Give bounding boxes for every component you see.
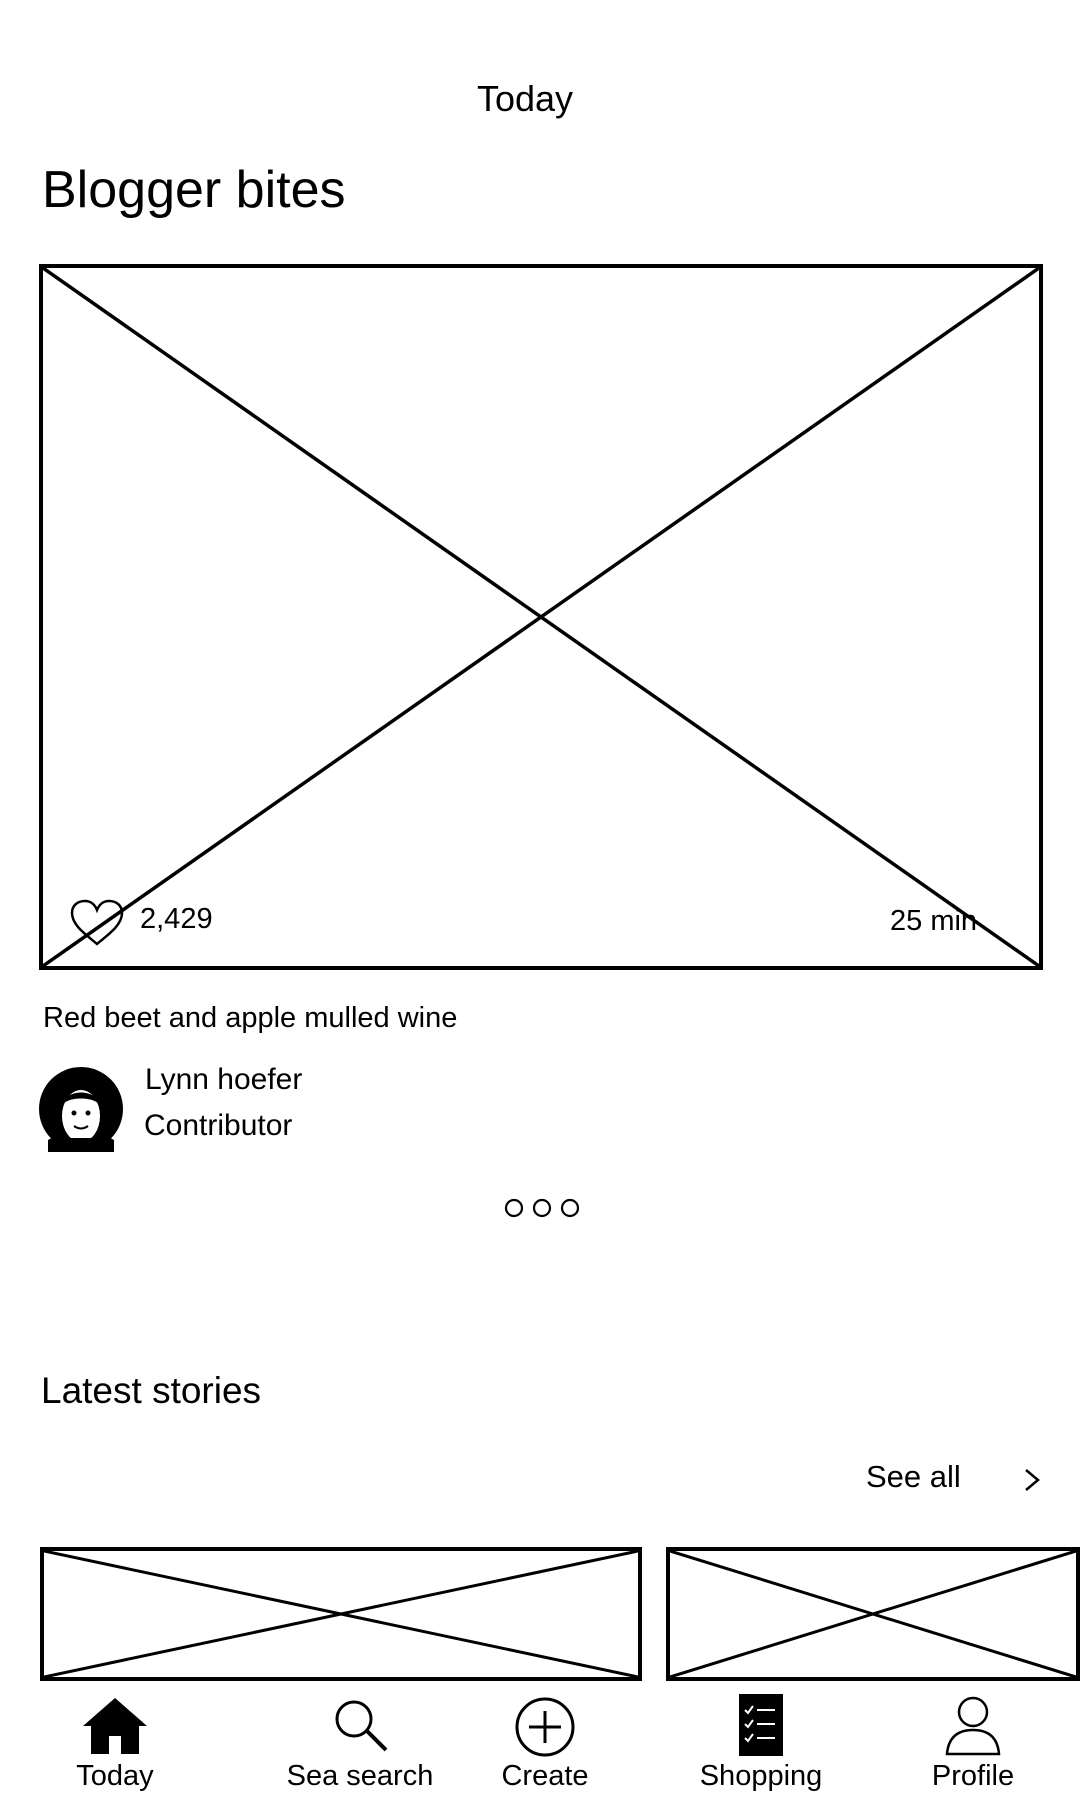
- see-all-link[interactable]: See all: [866, 1459, 961, 1494]
- avatar[interactable]: [38, 1066, 124, 1152]
- tab-label: Today: [76, 1760, 154, 1792]
- section-title-blogger-bites: Blogger bites: [42, 161, 346, 219]
- home-icon: [83, 1698, 147, 1754]
- person-icon: [945, 1696, 1001, 1756]
- tab-label: Create: [501, 1760, 589, 1792]
- tab-create[interactable]: Create: [470, 1684, 620, 1800]
- featured-image-placeholder[interactable]: [39, 264, 1043, 970]
- author-role: Contributor: [144, 1109, 293, 1142]
- tab-today[interactable]: Today: [40, 1684, 190, 1800]
- checklist-icon: [739, 1694, 783, 1756]
- image-placeholder-cross: [44, 1551, 638, 1677]
- cook-duration: 25 min: [890, 905, 978, 937]
- tab-label: Shopping: [699, 1760, 823, 1792]
- section-title-latest-stories: Latest stories: [41, 1370, 262, 1411]
- image-placeholder-cross: [43, 268, 1039, 966]
- likes-count: 2,429: [140, 903, 213, 935]
- tab-label: Profile: [931, 1760, 1015, 1792]
- bottom-tab-bar: Today Sea search Create Shopping: [0, 1684, 1080, 1800]
- image-placeholder-cross: [670, 1551, 1076, 1677]
- heart-icon[interactable]: [68, 898, 126, 948]
- story-card-image[interactable]: [666, 1547, 1080, 1681]
- tab-search[interactable]: Sea search: [270, 1684, 450, 1800]
- story-card-image[interactable]: [40, 1547, 642, 1681]
- tab-profile[interactable]: Profile: [898, 1684, 1048, 1800]
- carousel-pagination-dots[interactable]: [502, 1197, 582, 1219]
- recipe-title[interactable]: Red beet and apple mulled wine: [43, 1002, 458, 1034]
- tab-shopping[interactable]: Shopping: [686, 1684, 836, 1800]
- page-title: Today: [476, 78, 574, 119]
- search-icon: [335, 1700, 388, 1752]
- tab-label: Sea search: [286, 1760, 434, 1792]
- plus-circle-icon: [515, 1697, 575, 1757]
- author-name[interactable]: Lynn hoefer: [145, 1063, 303, 1096]
- chevron-right-icon[interactable]: [1018, 1460, 1046, 1500]
